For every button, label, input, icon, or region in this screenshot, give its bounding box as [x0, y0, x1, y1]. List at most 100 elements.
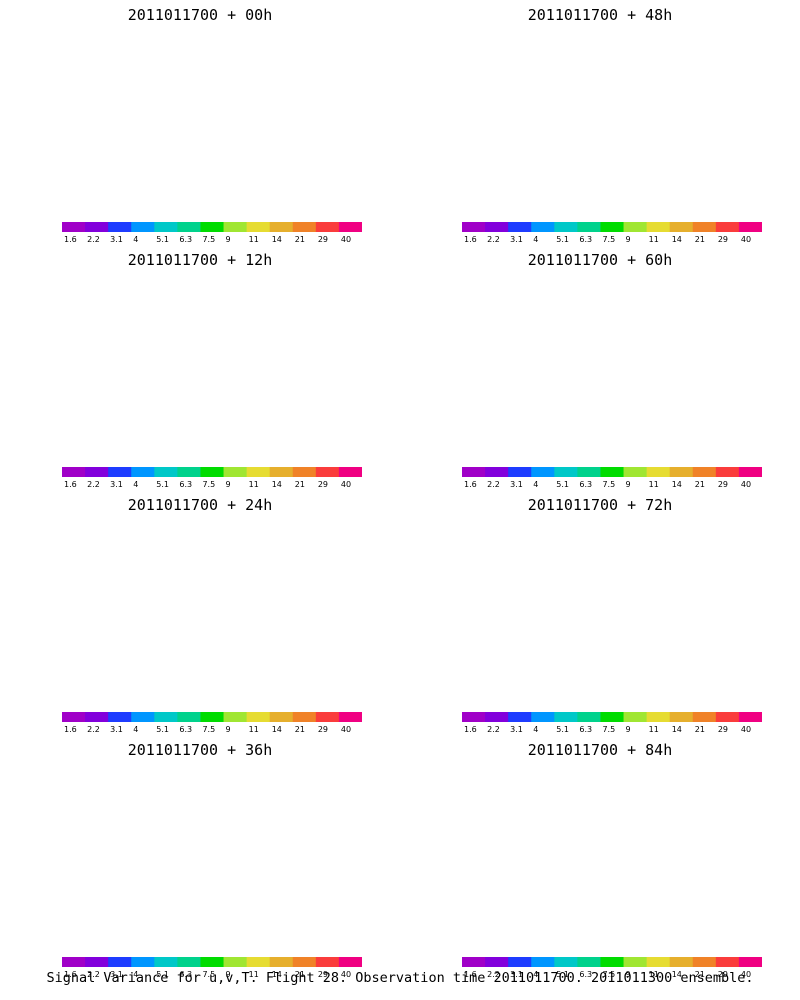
variance-contour [465, 792, 745, 816]
colorbar-swatch [508, 467, 532, 477]
variance-contour [586, 840, 614, 895]
colorbar-swatch [669, 957, 694, 967]
colorbar-tick-label: 11 [249, 970, 259, 979]
variance-contour [168, 605, 213, 693]
colorbar-swatch [131, 957, 155, 967]
colorbar-tick-label: 9 [626, 235, 631, 244]
colorbar: 1.6 2.2 3.1 4 5.1 6.3 7.5 9 11 14 21 29 40 [62, 957, 362, 979]
longitude-gridline [20, 48, 65, 81]
colorbar-swatch [623, 222, 648, 232]
colorbar-swatch [692, 712, 717, 722]
panel-title: 2011011700 + 00h [127, 6, 273, 24]
coastline [59, 553, 361, 571]
colorbar-swatch [223, 712, 248, 722]
colorbar-swatch [62, 957, 86, 967]
colorbar-swatch [108, 957, 132, 967]
figure-caption: Signal Variance for u,v,T. Flight 28. Ob… [46, 970, 754, 986]
colorbar-tick-label: 5.1 [156, 970, 169, 979]
colorbar-tick-label: 1.6 [64, 480, 77, 489]
colorbar-swatch [62, 222, 86, 232]
colorbar-swatch [315, 712, 340, 722]
colorbar-swatch [715, 467, 740, 477]
colorbar-tick-label: 6.3 [179, 970, 192, 979]
colorbar-swatch [462, 467, 486, 477]
variance-contour [568, 341, 642, 368]
variance-contour [168, 360, 213, 448]
colorbar-tick-label: 1.6 [64, 725, 77, 734]
variance-contour [563, 828, 648, 859]
forecast-panel: 2011011700 + 12h 1.6 2.2 3.1 4 5.1 6.3 7.5 9 11 14… [0, 245, 400, 490]
colorbar-tick-label: 4 [533, 970, 538, 979]
longitude-gridline [335, 783, 380, 816]
colorbar-tick-label: 3.1 [510, 970, 523, 979]
variance-contour [530, 817, 680, 872]
variance-contour [568, 836, 632, 949]
longitude-gridline [735, 48, 780, 81]
colorbar-tick-label: 6.3 [579, 480, 592, 489]
colorbar-tick-label: 14 [672, 725, 682, 734]
variance-contour [540, 85, 670, 133]
coastline [570, 92, 720, 154]
colorbar-tick-label: 1.6 [64, 970, 77, 979]
variance-map [20, 279, 380, 448]
colorbar-swatch [600, 222, 625, 232]
colorbar-tick-label: 3.1 [110, 970, 123, 979]
latitude-gridline [420, 524, 780, 571]
latitude-gridline [20, 769, 380, 790]
variance-contour [172, 603, 208, 674]
variance-map [20, 524, 380, 693]
colorbar-tick-label: 21 [695, 480, 705, 489]
colorbar-tick-label: 29 [318, 235, 328, 244]
colorbar-tick-label: 14 [672, 970, 682, 979]
longitude-gridline [104, 312, 132, 326]
colorbar-swatch [554, 712, 578, 722]
coastline [170, 582, 320, 644]
colorbar-swatch [315, 467, 340, 477]
colorbar: 1.6 2.2 3.1 4 5.1 6.3 7.5 9 11 14 21 29 40 [462, 222, 762, 244]
variance-map [420, 34, 780, 154]
colorbar-swatch [131, 467, 155, 477]
colorbar-tick-label: 21 [695, 235, 705, 244]
colorbar-swatch [292, 957, 317, 967]
forecast-panel: 2011011700 + 00h 1.6 2.2 3.1 4 5.1 6.3 7.5 9 11 14… [0, 0, 400, 245]
colorbar-swatch [531, 222, 555, 232]
colorbar-swatch [692, 957, 717, 967]
latitude-gridline [420, 769, 780, 816]
colorbar-swatch [269, 467, 294, 477]
colorbar-tick-label: 3.1 [110, 235, 123, 244]
colorbar-tick-label: 1.6 [464, 725, 477, 734]
colorbar-swatch [200, 222, 225, 232]
colorbar-swatch [292, 222, 317, 232]
colorbar-tick-label: 5.1 [156, 235, 169, 244]
variance-contour [572, 354, 628, 459]
variance-map [420, 279, 780, 459]
colorbar-tick-label: 40 [741, 970, 751, 979]
colorbar-swatch [669, 467, 694, 477]
colorbar-tick-label: 2.2 [87, 235, 100, 244]
variance-contour [180, 599, 199, 637]
colorbar-tick-label: 4 [133, 235, 138, 244]
colorbar-swatch [715, 957, 740, 967]
colorbar-tick-label: 2.2 [487, 480, 500, 489]
forecast-panel: 2011011700 + 24h 1.6 2.2 3.1 4 5.1 6.3 7.5 9 11 14… [0, 490, 400, 735]
colorbar-swatch [577, 957, 601, 967]
variance-contour [593, 109, 607, 136]
colorbar-swatch [623, 957, 648, 967]
variance-contour [511, 74, 699, 81]
coastline [459, 798, 761, 816]
coastline [459, 308, 761, 326]
variance-contour [185, 352, 196, 374]
colorbar-tick-label: 29 [718, 970, 728, 979]
colorbar-swatch [531, 712, 555, 722]
variance-contour [568, 96, 642, 123]
colorbar-tick-label: 2.2 [87, 725, 100, 734]
longitude-gridline [420, 783, 465, 816]
colorbar-tick-label: 2.2 [487, 725, 500, 734]
forecast-panel: 2011011700 + 60h 1.6 2.2 3.1 4 5.1 6.3 7.5 9 11 14… [400, 245, 800, 490]
colorbar-swatch [600, 467, 625, 477]
colorbar-tick-label: 7.5 [202, 970, 215, 979]
colorbar-swatch [508, 712, 532, 722]
longitude-gridline [20, 538, 65, 571]
variance-contour [45, 784, 345, 816]
colorbar-swatch [692, 222, 717, 232]
